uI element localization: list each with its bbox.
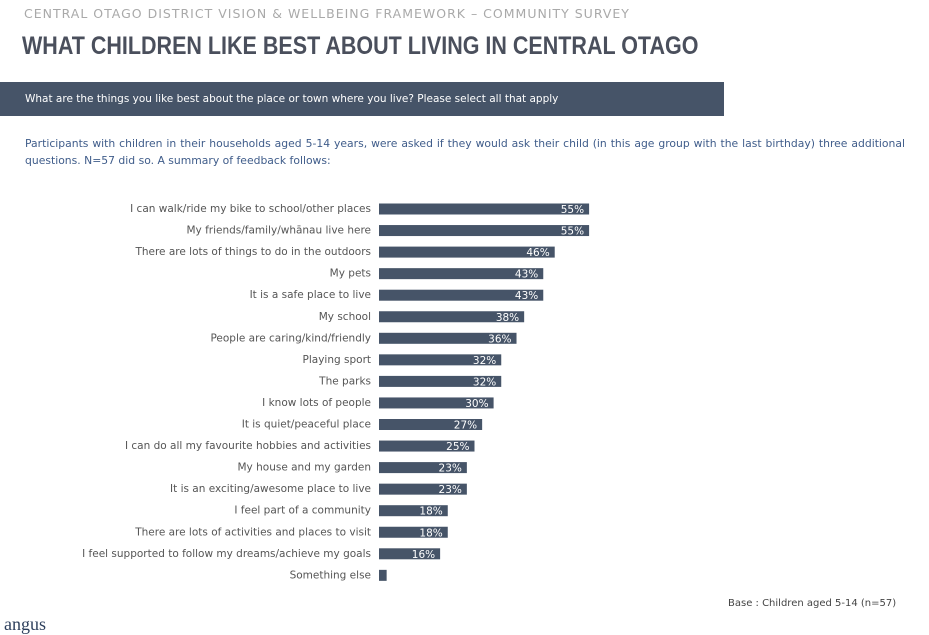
category-label: Something else — [290, 569, 371, 581]
category-label: I know lots of people — [262, 397, 371, 409]
category-label: My school — [319, 311, 371, 323]
value-label: 43% — [515, 269, 538, 281]
value-label: 36% — [488, 333, 511, 345]
bar — [379, 462, 467, 474]
value-label: 55% — [561, 226, 584, 238]
value-label: 23% — [439, 484, 462, 496]
value-label: 30% — [465, 398, 488, 410]
bar — [379, 505, 448, 517]
bar — [379, 440, 475, 452]
bar — [379, 397, 494, 409]
value-label: 38% — [496, 312, 519, 324]
category-label: There are lots of activities and places … — [134, 526, 371, 538]
category-label: I feel supported to follow my dreams/ach… — [82, 548, 371, 560]
value-label: 27% — [454, 420, 477, 432]
bar — [379, 375, 502, 387]
value-label: 18% — [419, 527, 442, 539]
value-label: 43% — [515, 290, 538, 302]
value-label: 16% — [412, 549, 435, 561]
bar — [379, 268, 544, 280]
bar — [379, 569, 387, 581]
category-label: My house and my garden — [238, 462, 372, 474]
bar — [379, 246, 555, 258]
page-title: WHAT CHILDREN LIKE BEST ABOUT LIVING IN … — [22, 32, 699, 60]
question-banner: What are the things you like best about … — [0, 82, 724, 116]
category-label: It is an exciting/awesome place to live — [170, 483, 371, 495]
category-label: There are lots of things to do in the ou… — [134, 246, 371, 258]
bar — [379, 548, 441, 560]
bar — [379, 483, 467, 495]
bar — [379, 311, 525, 323]
category-label: The parks — [318, 375, 371, 387]
category-label: My friends/family/whānau live here — [186, 225, 371, 237]
chart: I can walk/ride my bike to school/other … — [82, 203, 590, 581]
bar — [379, 419, 483, 430]
category-label: It is a safe place to live — [250, 289, 371, 301]
category-label: Playing sport — [303, 354, 371, 366]
kicker: CENTRAL OTAGO DISTRICT VISION & WELLBEIN… — [24, 6, 630, 21]
value-label: 32% — [473, 376, 496, 388]
value-label: 25% — [446, 441, 469, 453]
bar — [379, 332, 517, 344]
bar — [379, 225, 590, 237]
bar — [379, 203, 590, 215]
value-label: 32% — [473, 355, 496, 367]
footnote: Base : Children aged 5-14 (n=57) — [728, 598, 897, 609]
category-label: I can walk/ride my bike to school/other … — [130, 203, 371, 215]
category-label: I feel part of a community — [234, 505, 371, 517]
category-label: My pets — [330, 268, 371, 280]
value-label: 55% — [561, 204, 584, 216]
logo: angus — [4, 614, 46, 634]
value-label: 18% — [419, 506, 442, 518]
category-label: It is quiet/peaceful place — [242, 419, 371, 431]
value-label: 23% — [439, 463, 462, 475]
value-label: 46% — [526, 247, 549, 259]
category-label: People are caring/kind/friendly — [210, 332, 371, 344]
bar — [379, 526, 448, 538]
bar — [379, 354, 502, 366]
bar — [379, 289, 544, 301]
intro-text: Participants with children in their hous… — [25, 137, 905, 167]
category-label: I can do all my favourite hobbies and ac… — [125, 440, 371, 452]
